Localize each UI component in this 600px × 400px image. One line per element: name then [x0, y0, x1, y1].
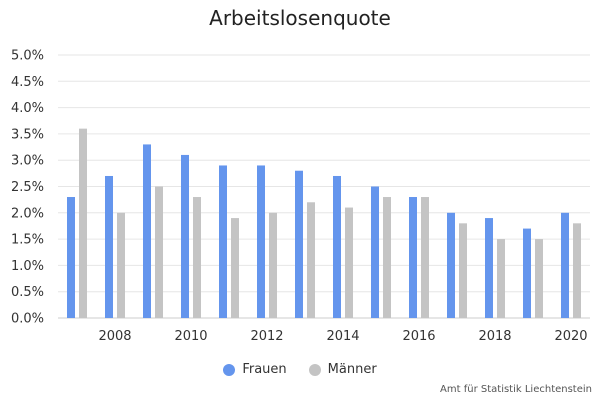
x-tick-label: 2014: [326, 329, 359, 344]
bar-maenner-2009[interactable]: [155, 186, 163, 319]
source-credit: Amt für Statistik Liechtenstein: [440, 384, 592, 395]
x-tick-label: 2008: [98, 329, 131, 344]
y-tick-label: 5.0%: [11, 49, 44, 64]
x-axis: 2008 2010 2012 2014 2016 2018 2020: [98, 329, 587, 344]
x-tick-label: 2018: [478, 329, 511, 344]
y-tick-label: 1.0%: [11, 259, 44, 274]
bar-frauen-2011[interactable]: [219, 165, 227, 318]
bar-maenner-2020[interactable]: [573, 223, 581, 318]
bar-maenner-2017[interactable]: [459, 223, 467, 318]
bar-frauen-2020[interactable]: [561, 212, 569, 318]
legend-item-maenner[interactable]: Männer: [308, 362, 377, 377]
bar-maenner-2011[interactable]: [231, 218, 239, 318]
bar-maenner-2012[interactable]: [269, 212, 277, 318]
bar-frauen-2015[interactable]: [371, 186, 379, 319]
legend-marker-maenner: [308, 363, 321, 376]
legend: Frauen Männer: [0, 362, 600, 377]
x-tick-label: 2012: [250, 329, 283, 344]
bar-maenner-2019[interactable]: [535, 239, 543, 318]
x-tick-label: 2016: [402, 329, 435, 344]
bar-frauen-2016[interactable]: [409, 197, 417, 318]
y-tick-label: 2.5%: [11, 180, 44, 195]
legend-item-frauen[interactable]: Frauen: [223, 362, 287, 377]
grid-layer: [58, 54, 590, 319]
bar-maenner-2015[interactable]: [383, 197, 391, 318]
bar-maenner-2008[interactable]: [117, 212, 125, 318]
bar-frauen-2013[interactable]: [295, 170, 303, 318]
bar-frauen-2012[interactable]: [257, 165, 265, 318]
y-tick-label: 4.0%: [11, 101, 44, 116]
bar-maenner-2010[interactable]: [193, 197, 201, 318]
y-tick-label: 1.5%: [11, 233, 44, 248]
bar-maenner-2016[interactable]: [421, 197, 429, 318]
bar-frauen-2019[interactable]: [523, 228, 531, 318]
bar-frauen-2017[interactable]: [447, 212, 455, 318]
y-axis: 0.0% 0.5% 1.0% 1.5% 2.0% 2.5% 3.0% 3.5% 4.0% 4.5%…: [11, 49, 44, 327]
legend-label-maenner: Männer: [327, 362, 377, 377]
bar-frauen-2009[interactable]: [143, 144, 151, 318]
bars-layer: [67, 128, 581, 319]
chart-title: Arbeitslosenquote: [209, 6, 391, 30]
y-tick-label: 2.0%: [11, 206, 44, 221]
bar-frauen-2007[interactable]: [67, 197, 75, 318]
legend-label-frauen: Frauen: [242, 362, 287, 377]
y-tick-label: 3.5%: [11, 127, 44, 142]
bar-maenner-2013[interactable]: [307, 202, 315, 318]
bar-frauen-2008[interactable]: [105, 175, 113, 318]
y-tick-label: 4.5%: [11, 75, 44, 90]
y-tick-label: 3.0%: [11, 154, 44, 169]
bar-maenner-2018[interactable]: [497, 239, 505, 318]
bar-frauen-2018[interactable]: [485, 218, 493, 318]
bar-frauen-2010[interactable]: [181, 154, 189, 318]
bar-frauen-2014[interactable]: [333, 175, 341, 318]
x-tick-label: 2020: [554, 329, 587, 344]
bar-maenner-2014[interactable]: [345, 207, 353, 318]
y-tick-label: 0.5%: [11, 285, 44, 300]
bar-maenner-2007[interactable]: [79, 128, 87, 318]
legend-marker-frauen: [223, 363, 236, 376]
x-tick-label: 2010: [174, 329, 207, 344]
y-tick-label: 0.0%: [11, 312, 44, 327]
